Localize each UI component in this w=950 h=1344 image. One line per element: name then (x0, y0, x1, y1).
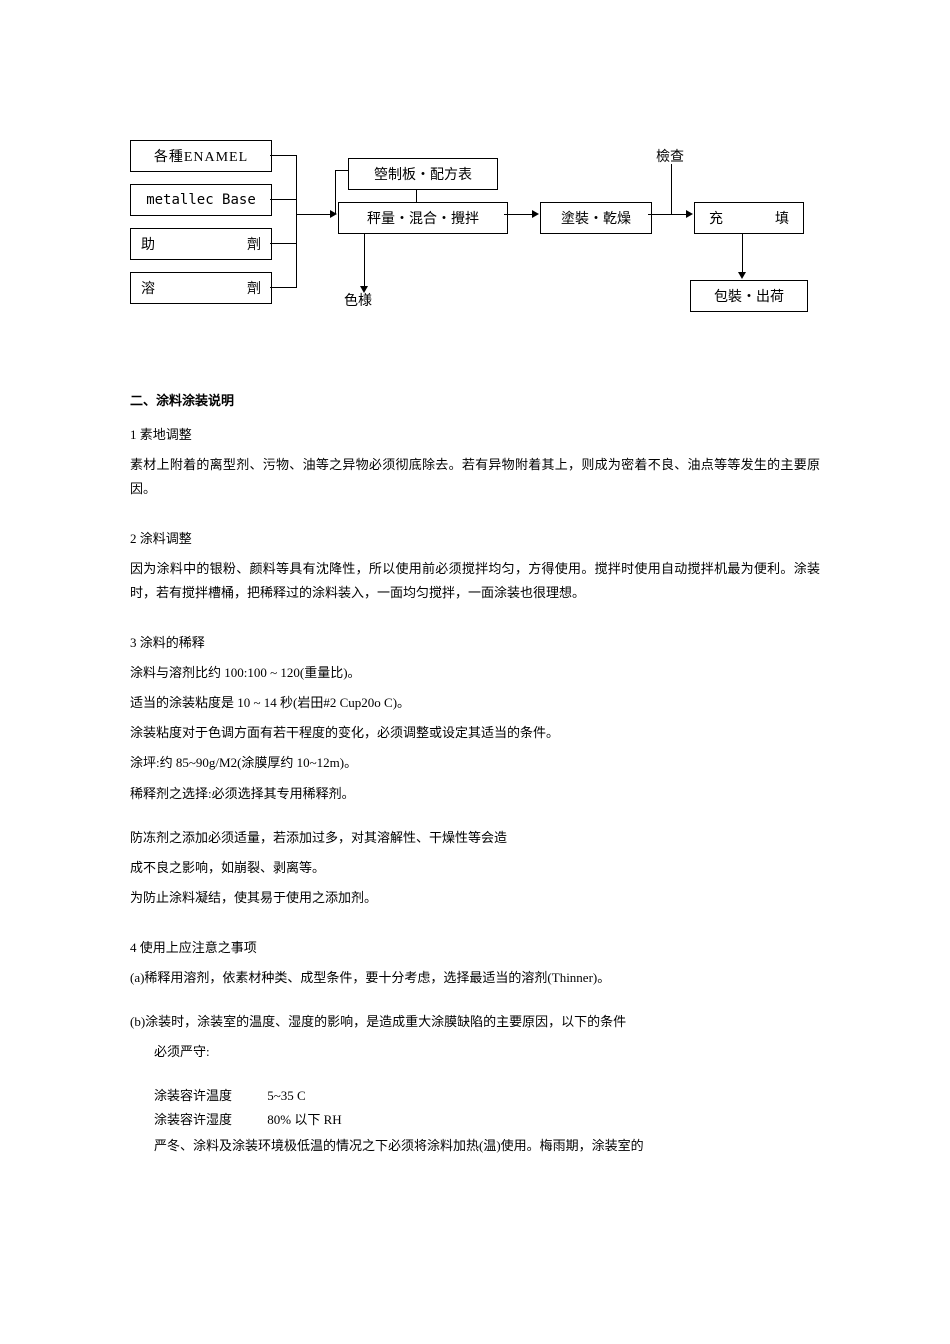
s2-body: 因为涂料中的银粉、颜料等具有沈降性，所以使用前必须搅拌均匀，方得使用。搅拌时使用… (130, 557, 820, 605)
box-solvent-l: 溶 (141, 278, 155, 298)
s1-body: 素材上附着的离型剂、污物、油等之异物必须彻底除去。若有异物附着其上，则成为密着不… (130, 453, 820, 501)
label-color-sample: 色様 (344, 290, 372, 310)
box-additive: 助 劑 (130, 228, 272, 260)
line (296, 214, 332, 215)
line (270, 243, 296, 244)
block-2: 2 涂料调整 因为涂料中的银粉、颜料等具有沈降性，所以使用前必须搅拌均匀，方得使… (130, 527, 820, 605)
cond-temp-val: 5~35 C (267, 1088, 305, 1103)
line (364, 234, 365, 288)
s3-l2: 适当的涂装粘度是 10 ~ 14 秒(岩田#2 Cup20o C)。 (130, 691, 820, 715)
page-root: 各種ENAMEL metallec Base 助 劑 溶 劑 箜制板・配方表 秤… (0, 0, 950, 1244)
cond-temp-label: 涂装容许温度 (154, 1084, 264, 1108)
block-3: 3 涂料的稀释 涂料与溶剂比约 100:100 ~ 120(重量比)。 适当的涂… (130, 631, 820, 909)
s4-a: (a)稀释用溶剂，依素材种类、成型条件，要十分考虑，选择最适当的溶剂(Thinn… (130, 966, 820, 990)
s4-b1: (b)涂装时，涂装室的温度、湿度的影响，是造成重大涂膜缺陷的主要原因，以下的条件 (130, 1010, 820, 1034)
block-4: 4 使用上应注意之事项 (a)稀释用溶剂，依素材种类、成型条件，要十分考虑，选择… (130, 936, 820, 1158)
process-diagram: 各種ENAMEL metallec Base 助 劑 溶 劑 箜制板・配方表 秤… (130, 140, 810, 340)
arrow-icon (686, 210, 693, 218)
line (504, 214, 534, 215)
box-enamel: 各種ENAMEL (130, 140, 272, 172)
box-coat-dry: 塗裝・乾燥 (540, 202, 652, 234)
line (648, 214, 688, 215)
box-solvent: 溶 劑 (130, 272, 272, 304)
box-pack: 包裝・出荷 (690, 280, 808, 312)
box-solvent-r: 劑 (247, 278, 261, 298)
line (335, 170, 348, 171)
s3-title: 3 涂料的稀释 (130, 631, 820, 655)
label-inspect: 檢查 (656, 146, 684, 166)
box-fill: 充 填 (694, 202, 804, 234)
s2-title: 2 涂料调整 (130, 527, 820, 551)
cond-hum-label: 涂装容许湿度 (154, 1108, 264, 1132)
s4-title: 4 使用上应注意之事项 (130, 936, 820, 960)
cond-temp: 涂装容许温度 5~35 C (154, 1084, 820, 1108)
line (296, 155, 297, 288)
arrow-icon (532, 210, 539, 218)
box-fill-r: 填 (775, 208, 789, 228)
cond-hum-val: 80% 以下 RH (267, 1112, 341, 1127)
s3-l5: 稀释剂之选择:必须选择其专用稀释剂。 (130, 782, 820, 806)
s1-title: 1 素地调整 (130, 423, 820, 447)
box-additive-l: 助 (141, 234, 155, 254)
box-fill-l: 充 (709, 208, 723, 228)
line (416, 190, 417, 202)
box-additive-r: 劑 (247, 234, 261, 254)
arrow-icon (738, 272, 746, 279)
s3-l3: 涂装粘度对于色调方面有若干程度的变化，必须调整或设定其适当的条件。 (130, 721, 820, 745)
s3-l8: 为防止涂料凝结，使其易于使用之添加剂。 (130, 886, 820, 910)
line (270, 199, 296, 200)
cond-hum: 涂装容许湿度 80% 以下 RH (154, 1108, 820, 1132)
s4-note: 严冬、涂料及涂装环境极低温的情况之下必须将涂料加热(温)使用。梅雨期，涂装室的 (154, 1134, 820, 1158)
s3-l7: 成不良之影响，如崩裂、剥离等。 (130, 856, 820, 880)
box-spec: 箜制板・配方表 (348, 158, 498, 190)
line (270, 287, 296, 288)
line (335, 170, 336, 214)
conditions: 涂装容许温度 5~35 C 涂装容许湿度 80% 以下 RH 严冬、涂料及涂装环… (130, 1084, 820, 1158)
s3-l4: 涂坪:约 85~90g/M2(涂膜厚约 10~12m)。 (130, 751, 820, 775)
box-weigh-mix: 秤量・混合・攪拌 (338, 202, 508, 234)
box-metallic: metallec Base (130, 184, 272, 216)
line (742, 234, 743, 274)
block-1: 1 素地调整 素材上附着的离型剂、污物、油等之异物必须彻底除去。若有异物附着其上… (130, 423, 820, 501)
s3-l1: 涂料与溶剂比约 100:100 ~ 120(重量比)。 (130, 661, 820, 685)
section-title: 二、涂料涂装说明 (130, 390, 820, 409)
line (671, 164, 672, 214)
s3-l6: 防冻剂之添加必须适量，若添加过多，对其溶解性、干燥性等会造 (130, 826, 820, 850)
s4-b2: 必须严守: (130, 1040, 820, 1064)
line (270, 155, 296, 156)
